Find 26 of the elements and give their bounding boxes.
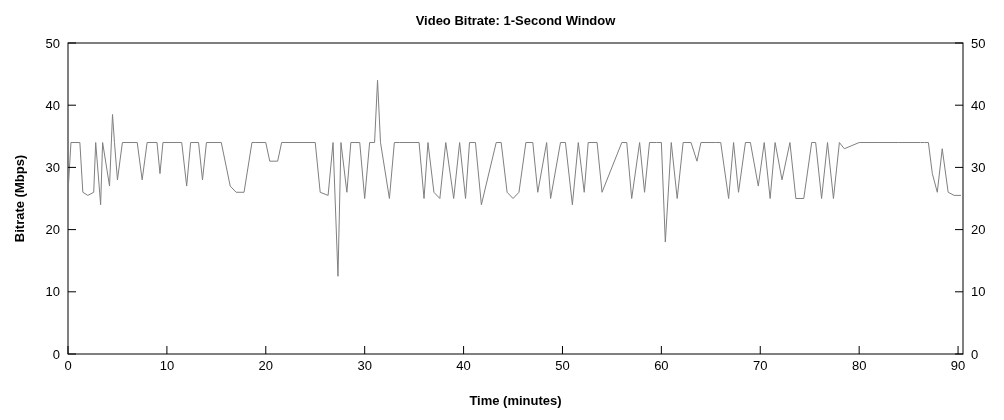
- chart-title: Video Bitrate: 1-Second Window: [415, 13, 617, 28]
- x-tick-label: 90: [950, 358, 966, 373]
- x-tick-label: 70: [753, 358, 768, 373]
- y2-tick-label: 30: [971, 159, 986, 175]
- y-tick-label: 40: [45, 97, 60, 113]
- y2-tick-label: 50: [971, 35, 986, 51]
- x-tick-label: 40: [456, 358, 471, 373]
- x-tick-label: 60: [654, 358, 669, 373]
- y2-tick-label: 40: [971, 97, 986, 113]
- x-tick-label: 30: [357, 358, 372, 373]
- y2-tick-label: 10: [971, 284, 986, 300]
- x-tick-label: 0: [64, 358, 72, 373]
- x-tick-label: 20: [258, 358, 274, 373]
- y2-tick-label: 0: [971, 346, 979, 362]
- x-tick-label: 50: [555, 358, 570, 373]
- y-tick-label: 10: [45, 284, 60, 300]
- x-tick-label: 80: [851, 358, 867, 373]
- y-tick-label: 20: [45, 222, 60, 238]
- y-tick-label: 30: [45, 159, 60, 175]
- line-series: [67, 79, 962, 277]
- x-axis-title: Time (minutes): [469, 393, 562, 408]
- y-tick-label: 50: [45, 35, 60, 51]
- y-tick-label: 0: [52, 346, 60, 362]
- y-axis-title: Bitrate (Mbps): [12, 154, 27, 243]
- x-tick-label: 10: [159, 358, 175, 373]
- y2-tick-label: 20: [971, 222, 986, 238]
